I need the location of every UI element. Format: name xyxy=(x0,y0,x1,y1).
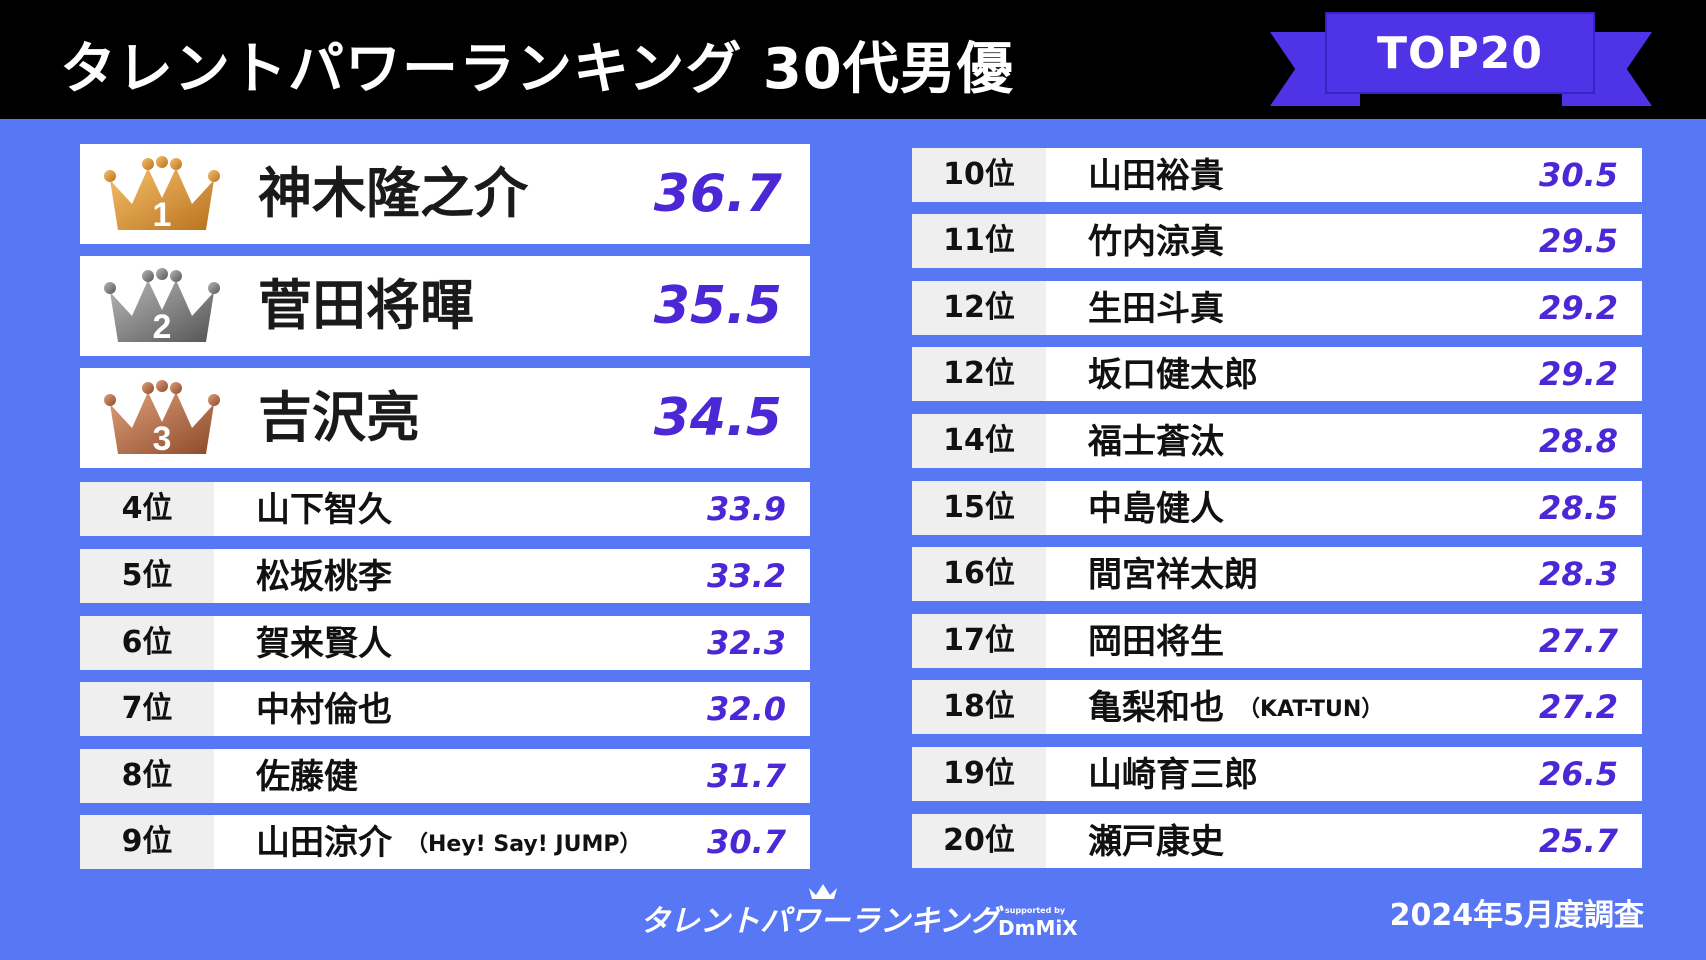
footer-crown-icon xyxy=(809,884,837,899)
top-score-2: 35.5 xyxy=(653,276,782,336)
person-name: 亀梨和也 （KAT-TUN） xyxy=(1088,688,1384,728)
ranking-row: 6位 賀来賢人 32.3 xyxy=(80,616,810,670)
ranking-row: 19位 山崎育三郎 26.5 xyxy=(912,747,1642,801)
rank-label: 8位 xyxy=(80,749,214,803)
score-value: 26.5 xyxy=(1539,755,1618,793)
ranking-row: 12位 坂口健太郎 29.2 xyxy=(912,347,1642,401)
score-value: 30.5 xyxy=(1539,156,1618,194)
top-score-3: 34.5 xyxy=(653,388,782,448)
person-name: 生田斗真 xyxy=(1088,289,1224,329)
score-value: 29.2 xyxy=(1539,355,1618,393)
person-name: 松坂桃李 xyxy=(256,557,392,597)
ranking-row: 12位 生田斗真 29.2 xyxy=(912,281,1642,335)
top20-badge: TOP20 xyxy=(1325,12,1595,94)
person-name: 佐藤健 xyxy=(256,757,358,797)
person-name: 中島健人 xyxy=(1088,489,1224,529)
person-name: 賀来賢人 xyxy=(256,624,392,664)
top-name-2: 菅田将暉 xyxy=(258,274,474,337)
crown-bronze-icon: 3 xyxy=(104,380,220,458)
crown-silver-icon: 2 xyxy=(104,268,220,346)
person-name: 瀬戸康史 xyxy=(1088,822,1224,862)
rank-label: 6位 xyxy=(80,616,214,670)
survey-date: 2024年5月度調査 xyxy=(1389,898,1644,933)
person-name: 岡田将生 xyxy=(1088,622,1224,662)
ranking-row: 4位 山下智久 33.9 xyxy=(80,482,810,536)
footer-brand-logo: DmMiX xyxy=(998,916,1078,940)
ranking-row: 7位 中村倫也 32.0 xyxy=(80,682,810,736)
rank-label: 14位 xyxy=(912,414,1046,468)
score-value: 29.5 xyxy=(1539,222,1618,260)
top-name-1: 神木隆之介 xyxy=(258,162,528,225)
score-value: 28.5 xyxy=(1539,489,1618,527)
rank-label: 12位 xyxy=(912,281,1046,335)
rank-label: 10位 xyxy=(912,148,1046,202)
top-score-1: 36.7 xyxy=(653,164,782,224)
score-value: 28.8 xyxy=(1539,422,1618,460)
rank-label: 15位 xyxy=(912,481,1046,535)
score-value: 32.3 xyxy=(707,624,786,662)
svg-text:1: 1 xyxy=(153,196,172,234)
score-value: 32.0 xyxy=(707,690,786,728)
rank-label: 4位 xyxy=(80,482,214,536)
score-value: 33.9 xyxy=(707,490,786,528)
rank-label: 11位 xyxy=(912,214,1046,268)
rank-label: 5位 xyxy=(80,549,214,603)
ranking-row: 5位 松坂桃李 33.2 xyxy=(80,549,810,603)
score-value: 29.2 xyxy=(1539,289,1618,327)
person-name: 山田裕貴 xyxy=(1088,156,1224,196)
svg-text:3: 3 xyxy=(153,420,172,458)
ranking-row: 15位 中島健人 28.5 xyxy=(912,481,1642,535)
person-name: 間宮祥太朗 xyxy=(1088,555,1258,595)
supported-by-label: supported by xyxy=(1005,906,1066,915)
rank-label: 9位 xyxy=(80,815,214,869)
score-value: 33.2 xyxy=(707,557,786,595)
ranking-row: 11位 竹内涼真 29.5 xyxy=(912,214,1642,268)
score-value: 31.7 xyxy=(707,757,786,795)
footer-logo: タレントパワーランキング xyxy=(640,904,1000,939)
score-value: 25.7 xyxy=(1539,822,1618,860)
score-value: 28.3 xyxy=(1539,555,1618,593)
rank-label: 19位 xyxy=(912,747,1046,801)
rank-label: 7位 xyxy=(80,682,214,736)
top-card-1: 1 神木隆之介 36.7 xyxy=(80,144,810,244)
ranking-row: 10位 山田裕貴 30.5 xyxy=(912,148,1642,202)
score-value: 27.2 xyxy=(1539,688,1618,726)
ranking-row: 20位 瀬戸康史 25.7 xyxy=(912,814,1642,868)
ranking-row: 17位 岡田将生 27.7 xyxy=(912,614,1642,668)
page-title: タレントパワーランキング 30代男優 xyxy=(60,37,1014,102)
top-name-3: 吉沢亮 xyxy=(258,386,420,449)
rank-label: 12位 xyxy=(912,347,1046,401)
person-name: 福士蒼汰 xyxy=(1088,422,1224,462)
top-card-3: 3 吉沢亮 34.5 xyxy=(80,368,810,468)
ranking-row: 14位 福士蒼汰 28.8 xyxy=(912,414,1642,468)
ranking-row: 16位 間宮祥太朗 28.3 xyxy=(912,547,1642,601)
crown-gold-icon: 1 xyxy=(104,156,220,234)
person-name: 山田涼介 （Hey! Say! JUMP） xyxy=(256,823,642,863)
rank-label: 18位 xyxy=(912,680,1046,734)
rank-label: 17位 xyxy=(912,614,1046,668)
person-name: 山崎育三郎 xyxy=(1088,755,1258,795)
person-name: 中村倫也 xyxy=(256,690,392,730)
person-name: 坂口健太郎 xyxy=(1088,355,1258,395)
ranking-row: 18位 亀梨和也 （KAT-TUN） 27.2 xyxy=(912,680,1642,734)
top-card-2: 2 菅田将暉 35.5 xyxy=(80,256,810,356)
svg-text:2: 2 xyxy=(153,308,172,346)
rank-label: 20位 xyxy=(912,814,1046,868)
score-value: 30.7 xyxy=(707,823,786,861)
ranking-row: 8位 佐藤健 31.7 xyxy=(80,749,810,803)
person-name: 山下智久 xyxy=(256,490,392,530)
rank-label: 16位 xyxy=(912,547,1046,601)
person-name: 竹内涼真 xyxy=(1088,222,1224,262)
score-value: 27.7 xyxy=(1539,622,1618,660)
ranking-row: 9位 山田涼介 （Hey! Say! JUMP） 30.7 xyxy=(80,815,810,869)
